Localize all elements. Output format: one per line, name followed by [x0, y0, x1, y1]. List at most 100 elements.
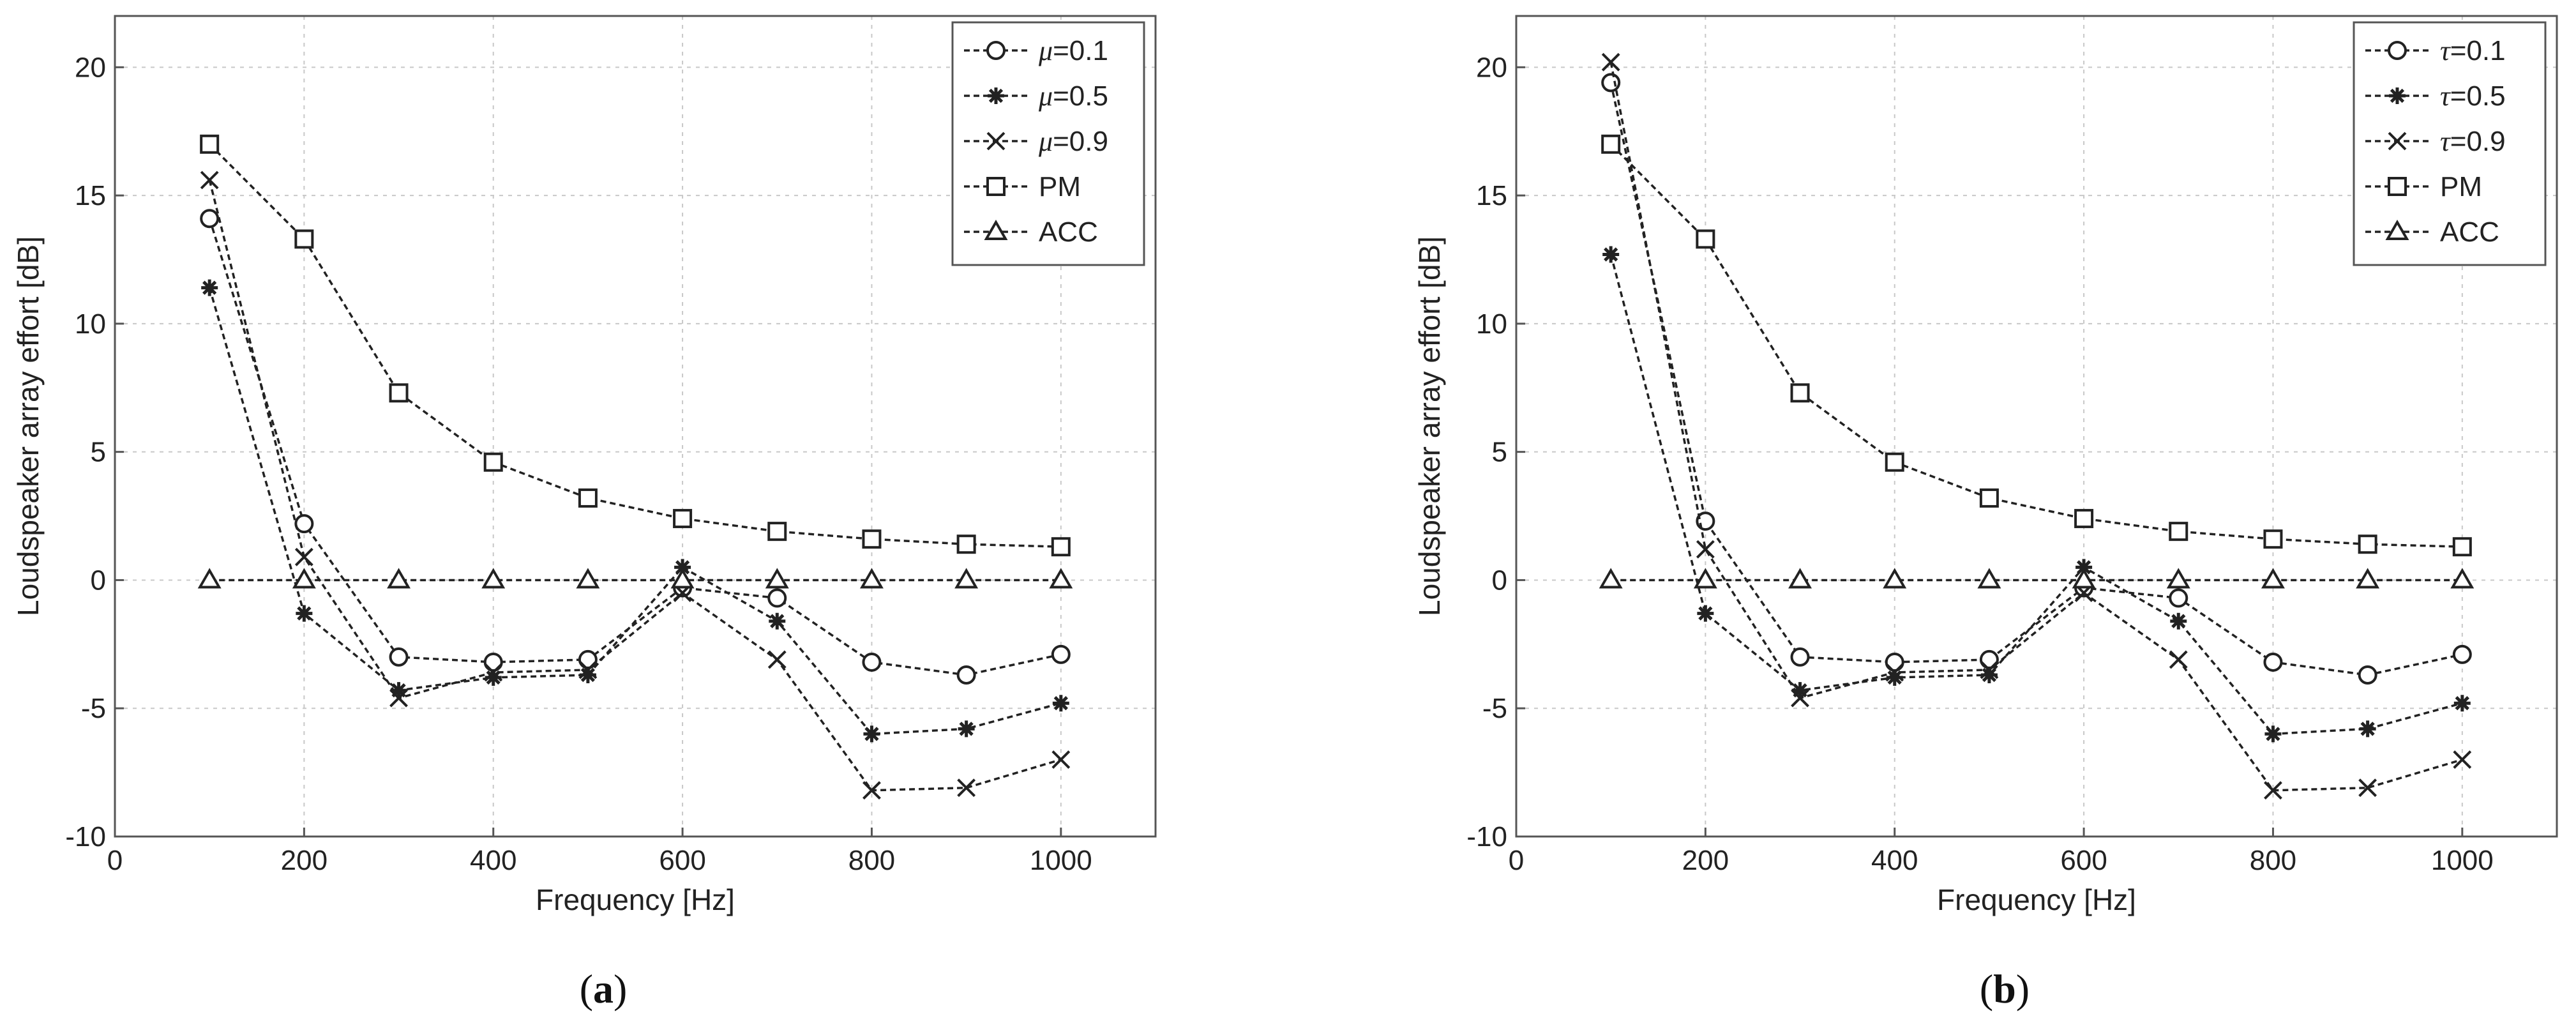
data-point [2263, 529, 2283, 549]
data-point [2358, 778, 2377, 798]
data-point [576, 568, 600, 589]
data-point [1885, 663, 1904, 682]
y-tick-label: -5 [81, 693, 106, 724]
data-point [1696, 229, 1715, 249]
data-point [862, 652, 882, 672]
data-point [862, 529, 882, 549]
data-point [1601, 52, 1620, 72]
x-tick-label: 800 [848, 845, 895, 876]
legend-label: μ=0.5 [1038, 80, 1108, 112]
y-tick-label: -10 [1466, 821, 1507, 852]
legend-symbol: τ [2440, 126, 2452, 157]
panel-caption: (a) [580, 966, 628, 1011]
series-line [208, 179, 1062, 792]
data-point [670, 568, 695, 589]
legend-text: =0.1 [1053, 35, 1108, 66]
data-point [2169, 650, 2188, 669]
series-line [1609, 82, 2463, 676]
legend-text: ACC [1039, 216, 1098, 248]
y-tick-label: -10 [65, 821, 106, 852]
legend-marker [986, 41, 1006, 60]
data-point [673, 509, 693, 529]
legend-text: =0.5 [1053, 80, 1108, 112]
data-point [390, 682, 407, 699]
data-point [1790, 647, 1810, 667]
data-point [200, 209, 220, 229]
x-tick-label: 400 [1871, 845, 1918, 876]
y-axis-label: Loudspeaker array effort [dB] [1413, 236, 1446, 616]
legend-symbol: τ [2440, 80, 2452, 112]
data-point [1599, 568, 1623, 589]
data-point [481, 568, 506, 589]
y-tick-label: 5 [1492, 437, 1507, 468]
data-point [1791, 682, 1809, 699]
data-point [1885, 452, 1904, 472]
data-point [769, 612, 786, 630]
legend-text: ACC [2440, 216, 2499, 248]
data-point [1052, 695, 1069, 712]
legend-text: =0.1 [2450, 35, 2506, 66]
data-point [1788, 568, 1812, 589]
data-point [296, 605, 313, 622]
data-point [2358, 665, 2377, 685]
data-point [957, 778, 976, 798]
x-tick-label: 1000 [2431, 845, 2494, 876]
legend-label: PM [2440, 171, 2482, 202]
series-triangle [197, 568, 1073, 589]
legend-label: μ=0.1 [1038, 35, 1108, 66]
series-line [208, 218, 1062, 676]
series-line [208, 143, 1061, 548]
data-point [1051, 537, 1071, 557]
series-line [1609, 143, 2462, 548]
x-tick-label: 1000 [1030, 845, 1092, 876]
series-star [201, 279, 1069, 743]
series-star [1602, 246, 2471, 743]
legend-text: =0.5 [2450, 80, 2506, 112]
data-point [578, 660, 598, 679]
data-point [1980, 667, 1998, 684]
legend-marker [988, 87, 1004, 104]
legend-label: τ=0.5 [2440, 80, 2506, 112]
legend-symbol: τ [2440, 35, 2452, 66]
x-tick-label: 400 [470, 845, 516, 876]
caption-paren: ) [614, 966, 627, 1011]
data-point [2452, 537, 2472, 557]
legend-label: ACC [1039, 216, 1098, 248]
data-point [579, 667, 596, 684]
data-point [294, 514, 314, 534]
data-point [1791, 688, 1809, 708]
x-tick-label: 0 [1509, 845, 1524, 876]
legend-label: ACC [2440, 216, 2499, 248]
caption-paren: ( [1980, 966, 1993, 1011]
data-point [2450, 568, 2474, 589]
x-tick-label: 200 [1682, 845, 1729, 876]
legend-symbol: μ [1038, 126, 1053, 157]
x-tick-label: 200 [281, 845, 328, 876]
data-point [485, 669, 502, 686]
data-point [197, 568, 222, 589]
data-point [862, 781, 881, 800]
data-point [2263, 652, 2283, 672]
panel-caption: (b) [1980, 966, 2030, 1011]
legend-box [2353, 21, 2547, 266]
data-point [200, 134, 220, 154]
data-point [389, 647, 409, 667]
axes-frame [1515, 15, 2558, 838]
data-point [1049, 568, 1073, 589]
data-point [2072, 568, 2096, 589]
data-point [2453, 750, 2472, 769]
series-square [1601, 134, 2472, 557]
data-point [2075, 559, 2093, 576]
series-square [200, 134, 1071, 557]
data-point [1883, 568, 1907, 589]
series-line [208, 287, 1062, 736]
data-point [2170, 612, 2187, 630]
axes-frame [114, 15, 1157, 838]
y-tick-label: -5 [1482, 693, 1507, 724]
series-x [1601, 52, 2472, 800]
legend-text: =0.9 [1053, 126, 1108, 157]
legend-label: τ=0.9 [2440, 126, 2506, 157]
data-point [2074, 509, 2094, 529]
